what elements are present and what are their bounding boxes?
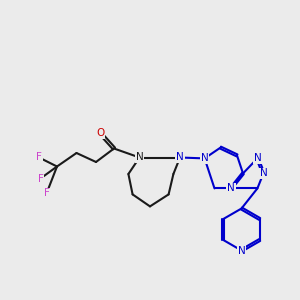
Text: N: N [238, 245, 245, 256]
Text: N: N [136, 152, 143, 163]
Text: N: N [227, 183, 235, 194]
Text: N: N [176, 152, 184, 163]
Text: F: F [44, 188, 50, 199]
Text: O: O [96, 128, 105, 139]
Text: F: F [38, 173, 44, 184]
Text: F: F [36, 152, 42, 163]
Text: N: N [254, 153, 261, 164]
Text: N: N [201, 153, 208, 164]
Text: N: N [260, 168, 267, 178]
